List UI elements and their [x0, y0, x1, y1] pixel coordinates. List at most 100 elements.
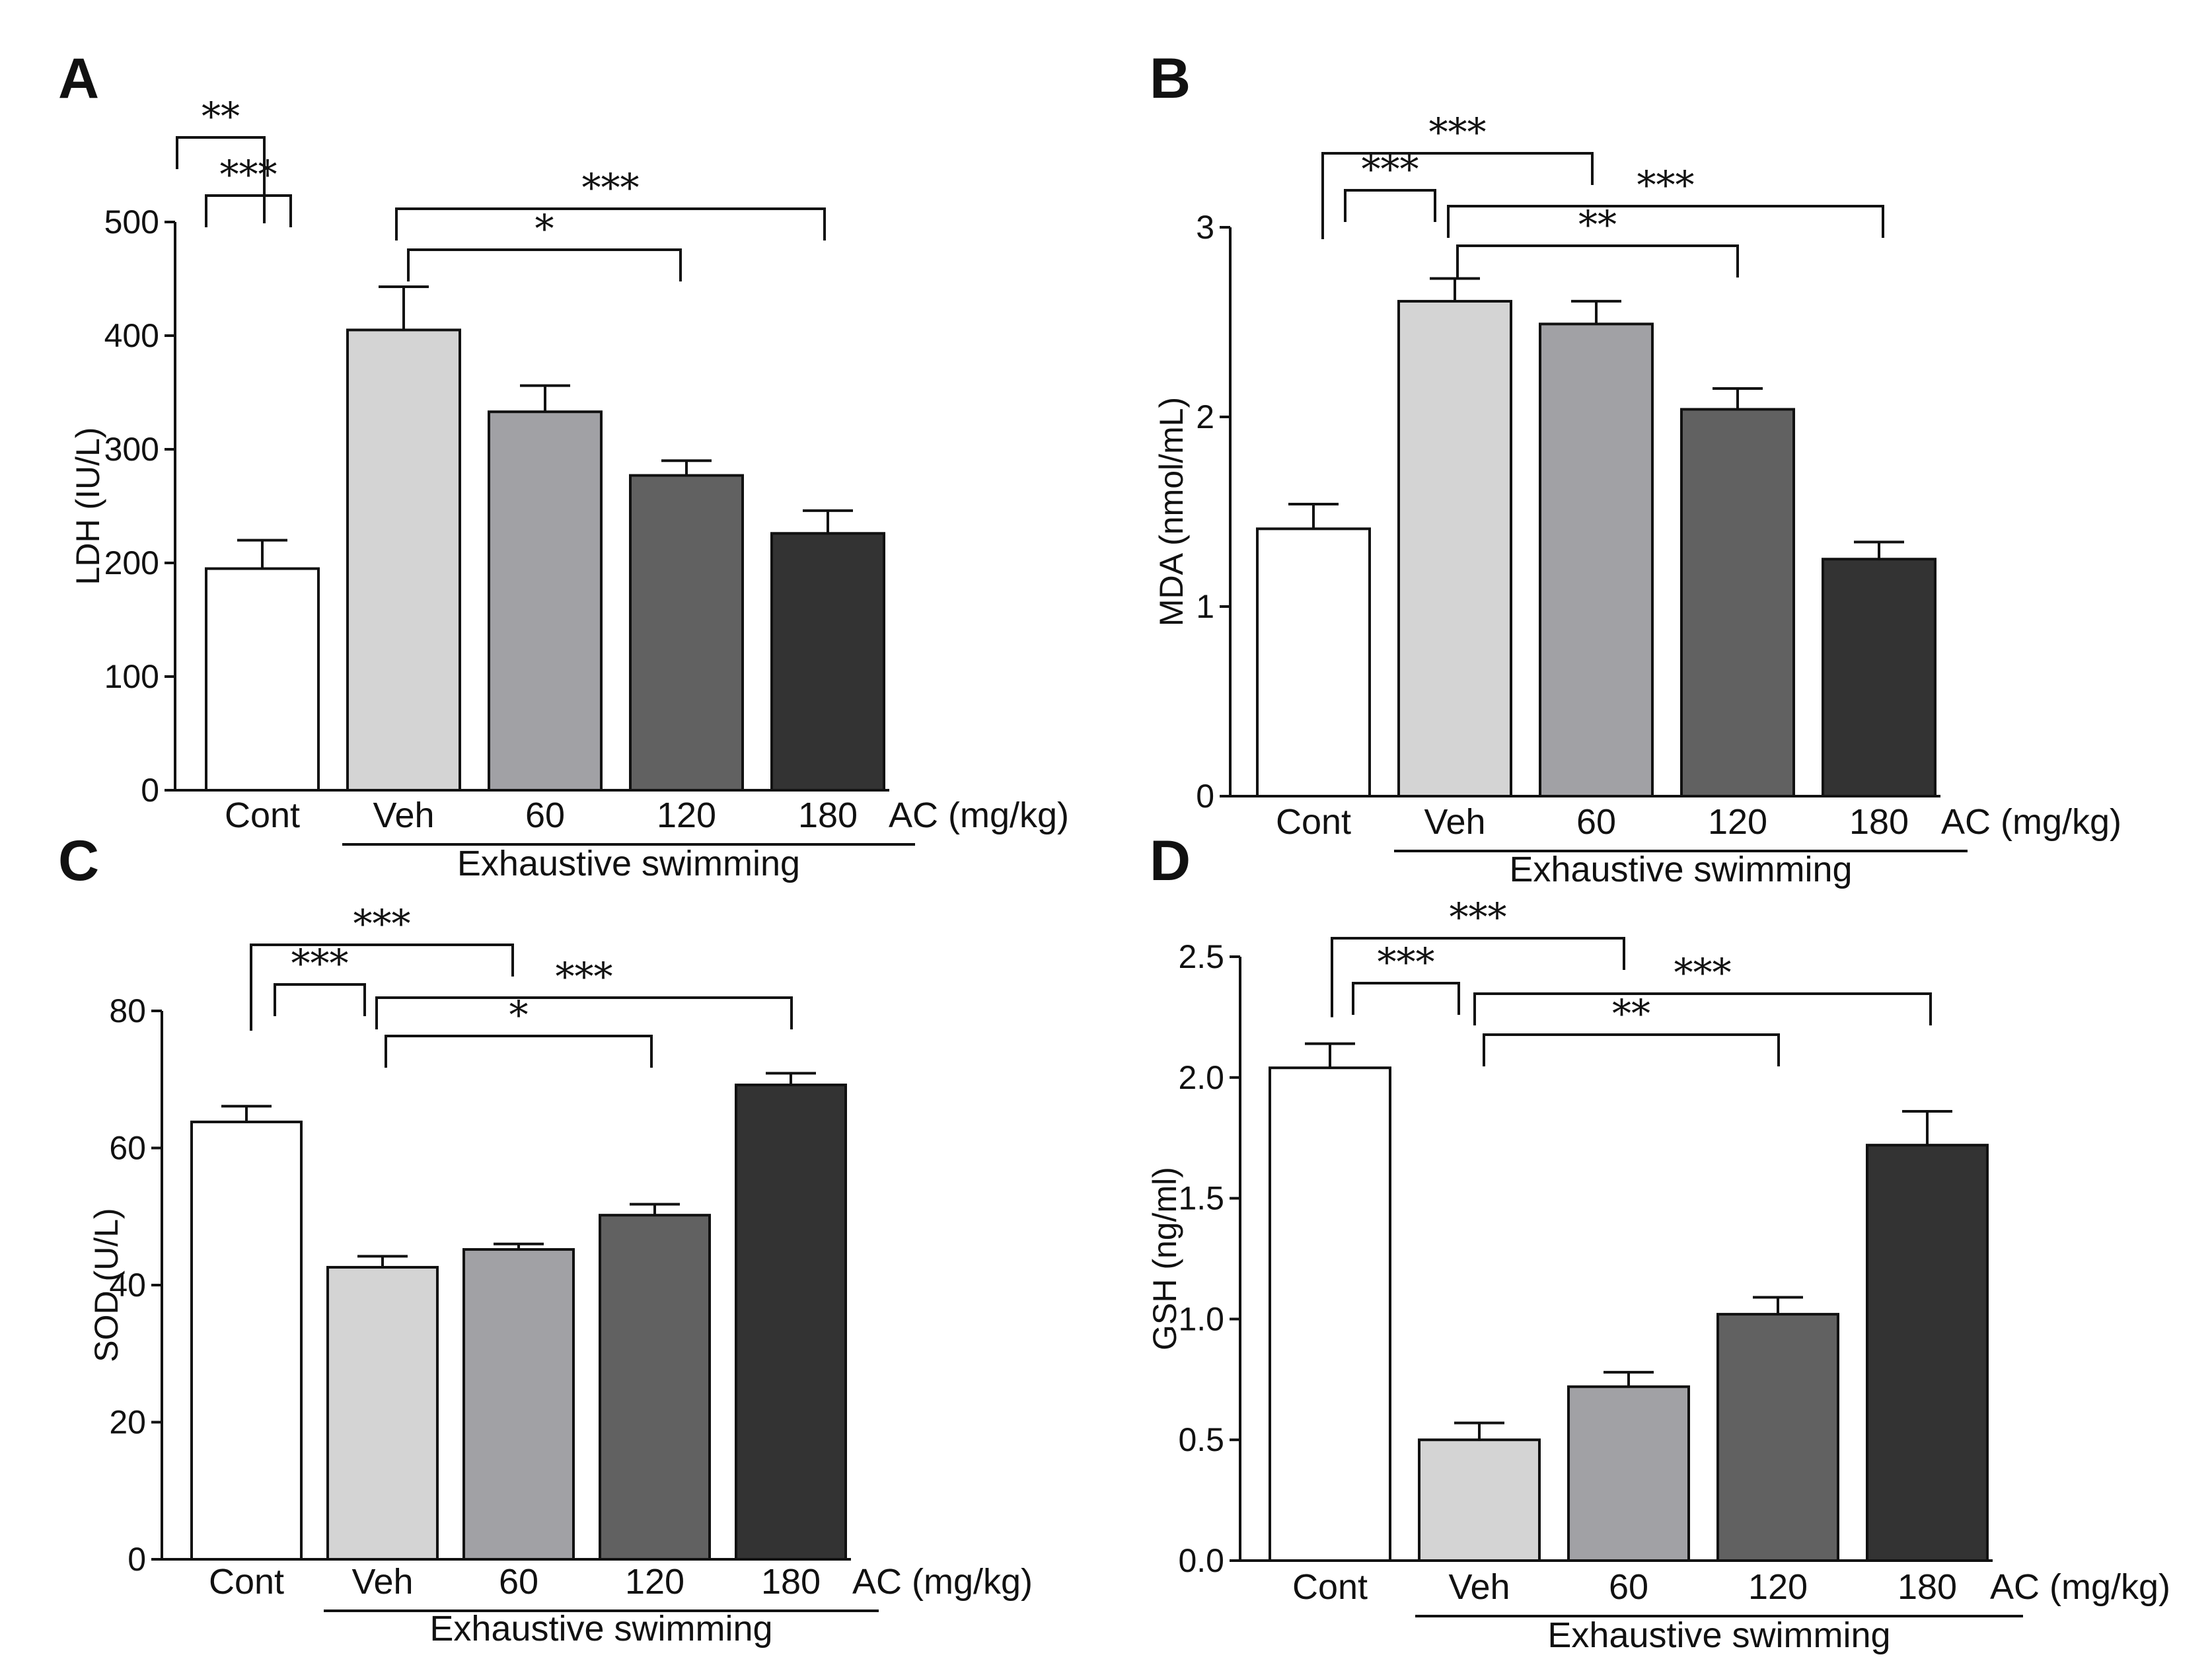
significance-bracket	[1456, 244, 1739, 278]
bar-120	[1680, 408, 1795, 797]
significance-label: **	[1612, 991, 1650, 1036]
category-label: 180	[761, 1562, 821, 1602]
category-label: 60	[1609, 1567, 1648, 1607]
y-tick-label: 1.0	[1178, 1300, 1224, 1337]
bar-180	[1822, 558, 1936, 797]
significance-bracket	[1352, 982, 1460, 1015]
bar-cont	[1269, 1066, 1391, 1562]
unit-label: AC (mg/kg)	[1990, 1567, 2170, 1607]
bar-120	[1716, 1313, 1839, 1562]
y-tick-label: 40	[109, 1267, 146, 1304]
bar-120	[629, 474, 744, 792]
significance-bracket	[250, 944, 514, 1031]
y-tick-label: 1.5	[1178, 1180, 1224, 1217]
significance-bracket	[1473, 992, 1932, 1025]
bar-180	[735, 1084, 847, 1561]
significance-bracket	[274, 983, 366, 1016]
bar-cont	[190, 1121, 303, 1561]
bar-60	[1539, 322, 1654, 797]
category-label: 180	[798, 796, 858, 835]
category-label: 60	[499, 1562, 538, 1602]
significance-label: *	[509, 992, 529, 1037]
category-label: Cont	[1276, 802, 1351, 842]
bar-cont	[205, 567, 320, 792]
bar-60	[462, 1248, 575, 1561]
y-axis-label: SOD (U/L)	[88, 1208, 125, 1362]
unit-label: AC (mg/kg)	[852, 1562, 1033, 1602]
category-label: Cont	[1292, 1567, 1368, 1607]
significance-label: ***	[1450, 895, 1507, 940]
y-tick-label: 0.5	[1178, 1421, 1224, 1458]
significance-label: ***	[582, 165, 640, 210]
category-label: 180	[1849, 802, 1909, 842]
significance-label: ***	[556, 954, 613, 999]
significance-bracket	[205, 194, 292, 227]
category-label: 120	[657, 796, 716, 835]
y-tick-label: 0	[1196, 778, 1214, 815]
category-label: Veh	[373, 796, 434, 835]
category-label: Veh	[1424, 802, 1485, 842]
panel-a: A 0 100 200 300 400 500 LDH (IU/L) Cont Veh 60 120 1…	[58, 47, 1069, 883]
significance-label: ***	[1674, 950, 1732, 995]
category-label: 60	[1576, 802, 1616, 842]
significance-label: ***	[1637, 163, 1695, 207]
bar-veh	[346, 328, 461, 792]
category-label: 120	[1708, 802, 1767, 842]
category-label: Veh	[351, 1562, 413, 1602]
significance-label: ***	[1378, 940, 1435, 984]
y-tick-label: 0.0	[1178, 1542, 1224, 1579]
y-tick-label: 3	[1196, 209, 1214, 246]
panel-letter: D	[1150, 829, 1191, 893]
y-tick-label: 2	[1196, 398, 1214, 435]
panel-letter: A	[58, 47, 99, 110]
group-label: Exhaustive swimming	[1547, 1615, 1890, 1655]
category-label: Cont	[225, 796, 300, 835]
significance-label: **	[202, 94, 240, 139]
significance-bracket	[385, 1035, 653, 1068]
significance-label: ***	[291, 941, 349, 986]
y-tick-label: 200	[104, 544, 159, 581]
panel-letter: C	[58, 829, 99, 893]
significance-label: **	[1578, 202, 1617, 247]
significance-label: ***	[1362, 147, 1419, 192]
y-axis-label: MDA (nmol/mL)	[1153, 397, 1190, 626]
significance-bracket	[407, 248, 682, 281]
y-tick-label: 0	[141, 772, 159, 809]
y-tick-label: 100	[104, 658, 159, 695]
unit-label: AC (mg/kg)	[889, 796, 1069, 835]
category-label: 60	[525, 796, 565, 835]
y-axis-label: LDH (IU/L)	[69, 427, 106, 585]
y-tick-label: 300	[104, 431, 159, 468]
y-tick-label: 500	[104, 204, 159, 240]
bar-180	[770, 532, 885, 792]
bar-veh	[326, 1266, 439, 1561]
category-label: 180	[1898, 1567, 1957, 1607]
significance-bracket	[176, 136, 266, 223]
panel-letter: B	[1150, 47, 1191, 110]
y-tick-label: 400	[104, 317, 159, 354]
group-label: Exhaustive swimming	[457, 844, 800, 883]
bar-180	[1866, 1144, 1989, 1562]
category-label: 120	[1748, 1567, 1808, 1607]
significance-label: ***	[220, 152, 277, 197]
significance-bracket	[1321, 152, 1594, 239]
group-label: Exhaustive swimming	[429, 1609, 772, 1648]
significance-label: ***	[353, 901, 411, 946]
significance-bracket	[1344, 189, 1436, 222]
category-label: Cont	[209, 1562, 284, 1602]
significance-label: ***	[1429, 110, 1487, 155]
y-tick-label: 1	[1196, 588, 1214, 625]
panel-d: D 0.0 0.5 1.0 1.5 2.0 2.5 GSH (ng/ml) Cont Veh 60 1…	[1146, 829, 2170, 1655]
y-axis-label: GSH (ng/ml)	[1146, 1167, 1183, 1350]
panel-c: C 0 20 40 60 80 SOD (U/L) Cont Veh 60 120 180 AC (mg…	[58, 829, 1033, 1648]
y-tick-label: 2.0	[1178, 1059, 1224, 1096]
bar-cont	[1256, 527, 1371, 798]
y-tick-label: 80	[109, 992, 146, 1029]
panel-b: B 0 1 2 3 MDA (nmol/mL) Cont Veh 60 120 180 AC (mg/…	[1150, 47, 2121, 889]
bar-60	[488, 410, 603, 792]
bar-veh	[1418, 1438, 1541, 1562]
bar-120	[599, 1214, 711, 1561]
bar-veh	[1397, 299, 1512, 797]
significance-bracket	[375, 996, 793, 1029]
